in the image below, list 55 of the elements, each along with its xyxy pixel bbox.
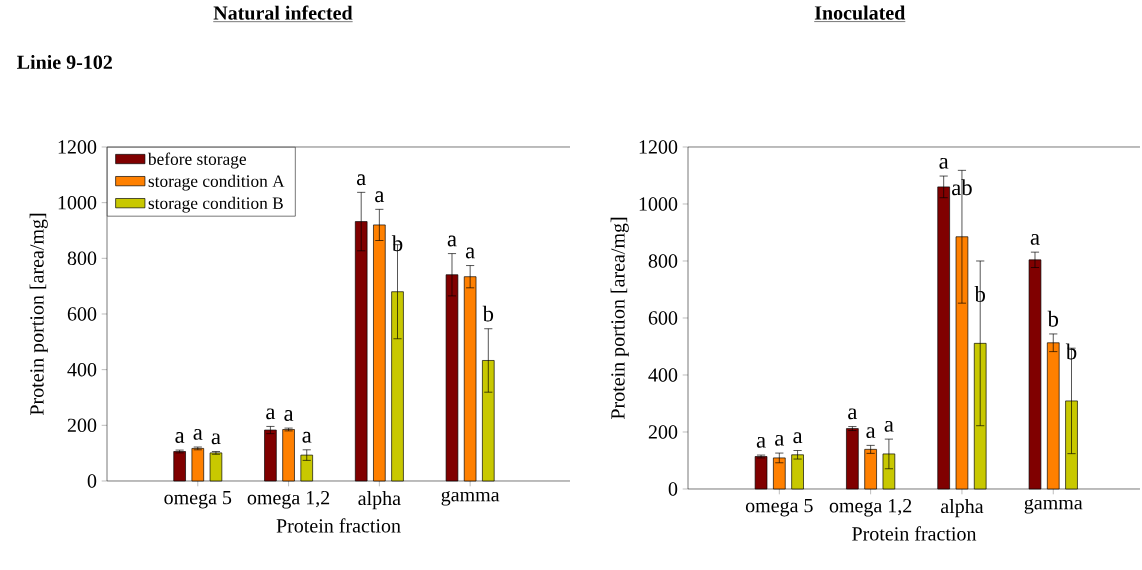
data-label: a [302, 431, 312, 443]
data-label: a [356, 174, 366, 186]
chart-title: Inoculated [814, 5, 906, 20]
y-tick-label: 600 [648, 311, 678, 325]
data-label: a [284, 410, 294, 421]
data-label: a [939, 157, 949, 169]
data-label: b [974, 285, 986, 302]
x-axis-title: Protein fraction [852, 526, 977, 541]
y-tick-label: 200 [648, 425, 678, 439]
data-label: a [1030, 233, 1040, 245]
y-tick-label: 400 [67, 362, 97, 377]
x-tick-label: gamma [441, 491, 500, 506]
data-label: a [866, 427, 876, 439]
x-tick-label: omega 5 [745, 499, 813, 517]
legend-label: storage condition A [148, 174, 285, 191]
y-tick-label: 0 [87, 474, 97, 488]
legend-label: storage condition B [148, 196, 283, 213]
y-tick-label: 800 [648, 254, 678, 268]
data-label: a [175, 432, 185, 443]
text: Linie 9-102 [17, 54, 112, 70]
x-tick-label: alpha [941, 499, 984, 518]
y-tick-label: 400 [648, 368, 678, 382]
legend-label: before storage [147, 152, 246, 169]
chart-title: Natural infected [213, 5, 353, 20]
y-tick-label: 600 [67, 307, 97, 321]
data-label: b [1047, 310, 1059, 327]
x-tick-label: omega 1,2 [829, 499, 912, 517]
data-label: a [447, 235, 457, 247]
y-axis-title: Protein portion [area/mg] [610, 217, 629, 420]
data-label: a [793, 432, 803, 444]
y-tick-label: 1000 [639, 197, 678, 211]
data-label: ab [952, 179, 972, 196]
x-tick-label: alpha [358, 491, 401, 510]
x-tick-label: omega 5 [164, 491, 232, 509]
y-tick-label: 200 [67, 418, 97, 433]
x-tick-label: omega 1,2 [247, 491, 330, 509]
data-label: a [375, 191, 385, 203]
y-axis-title: Protein portion [area/mg] [29, 213, 48, 416]
y-tick-label: 1200 [639, 140, 678, 154]
data-label: a [266, 408, 276, 420]
x-tick-label: gamma [1024, 499, 1083, 514]
data-label: a [211, 433, 221, 445]
y-tick-label: 1000 [58, 195, 97, 210]
data-label: a [848, 408, 858, 420]
x-axis-title: Protein fraction [276, 518, 401, 533]
data-label: b [482, 305, 494, 322]
data-label: a [193, 429, 203, 440]
y-tick-label: 1200 [58, 140, 97, 154]
data-label: a [756, 436, 766, 448]
data-label: b [391, 235, 403, 252]
y-tick-label: 0 [668, 482, 678, 496]
data-label: a [775, 434, 785, 446]
data-label: a [884, 420, 894, 432]
y-tick-label: 800 [67, 251, 97, 266]
data-label: a [465, 247, 475, 259]
